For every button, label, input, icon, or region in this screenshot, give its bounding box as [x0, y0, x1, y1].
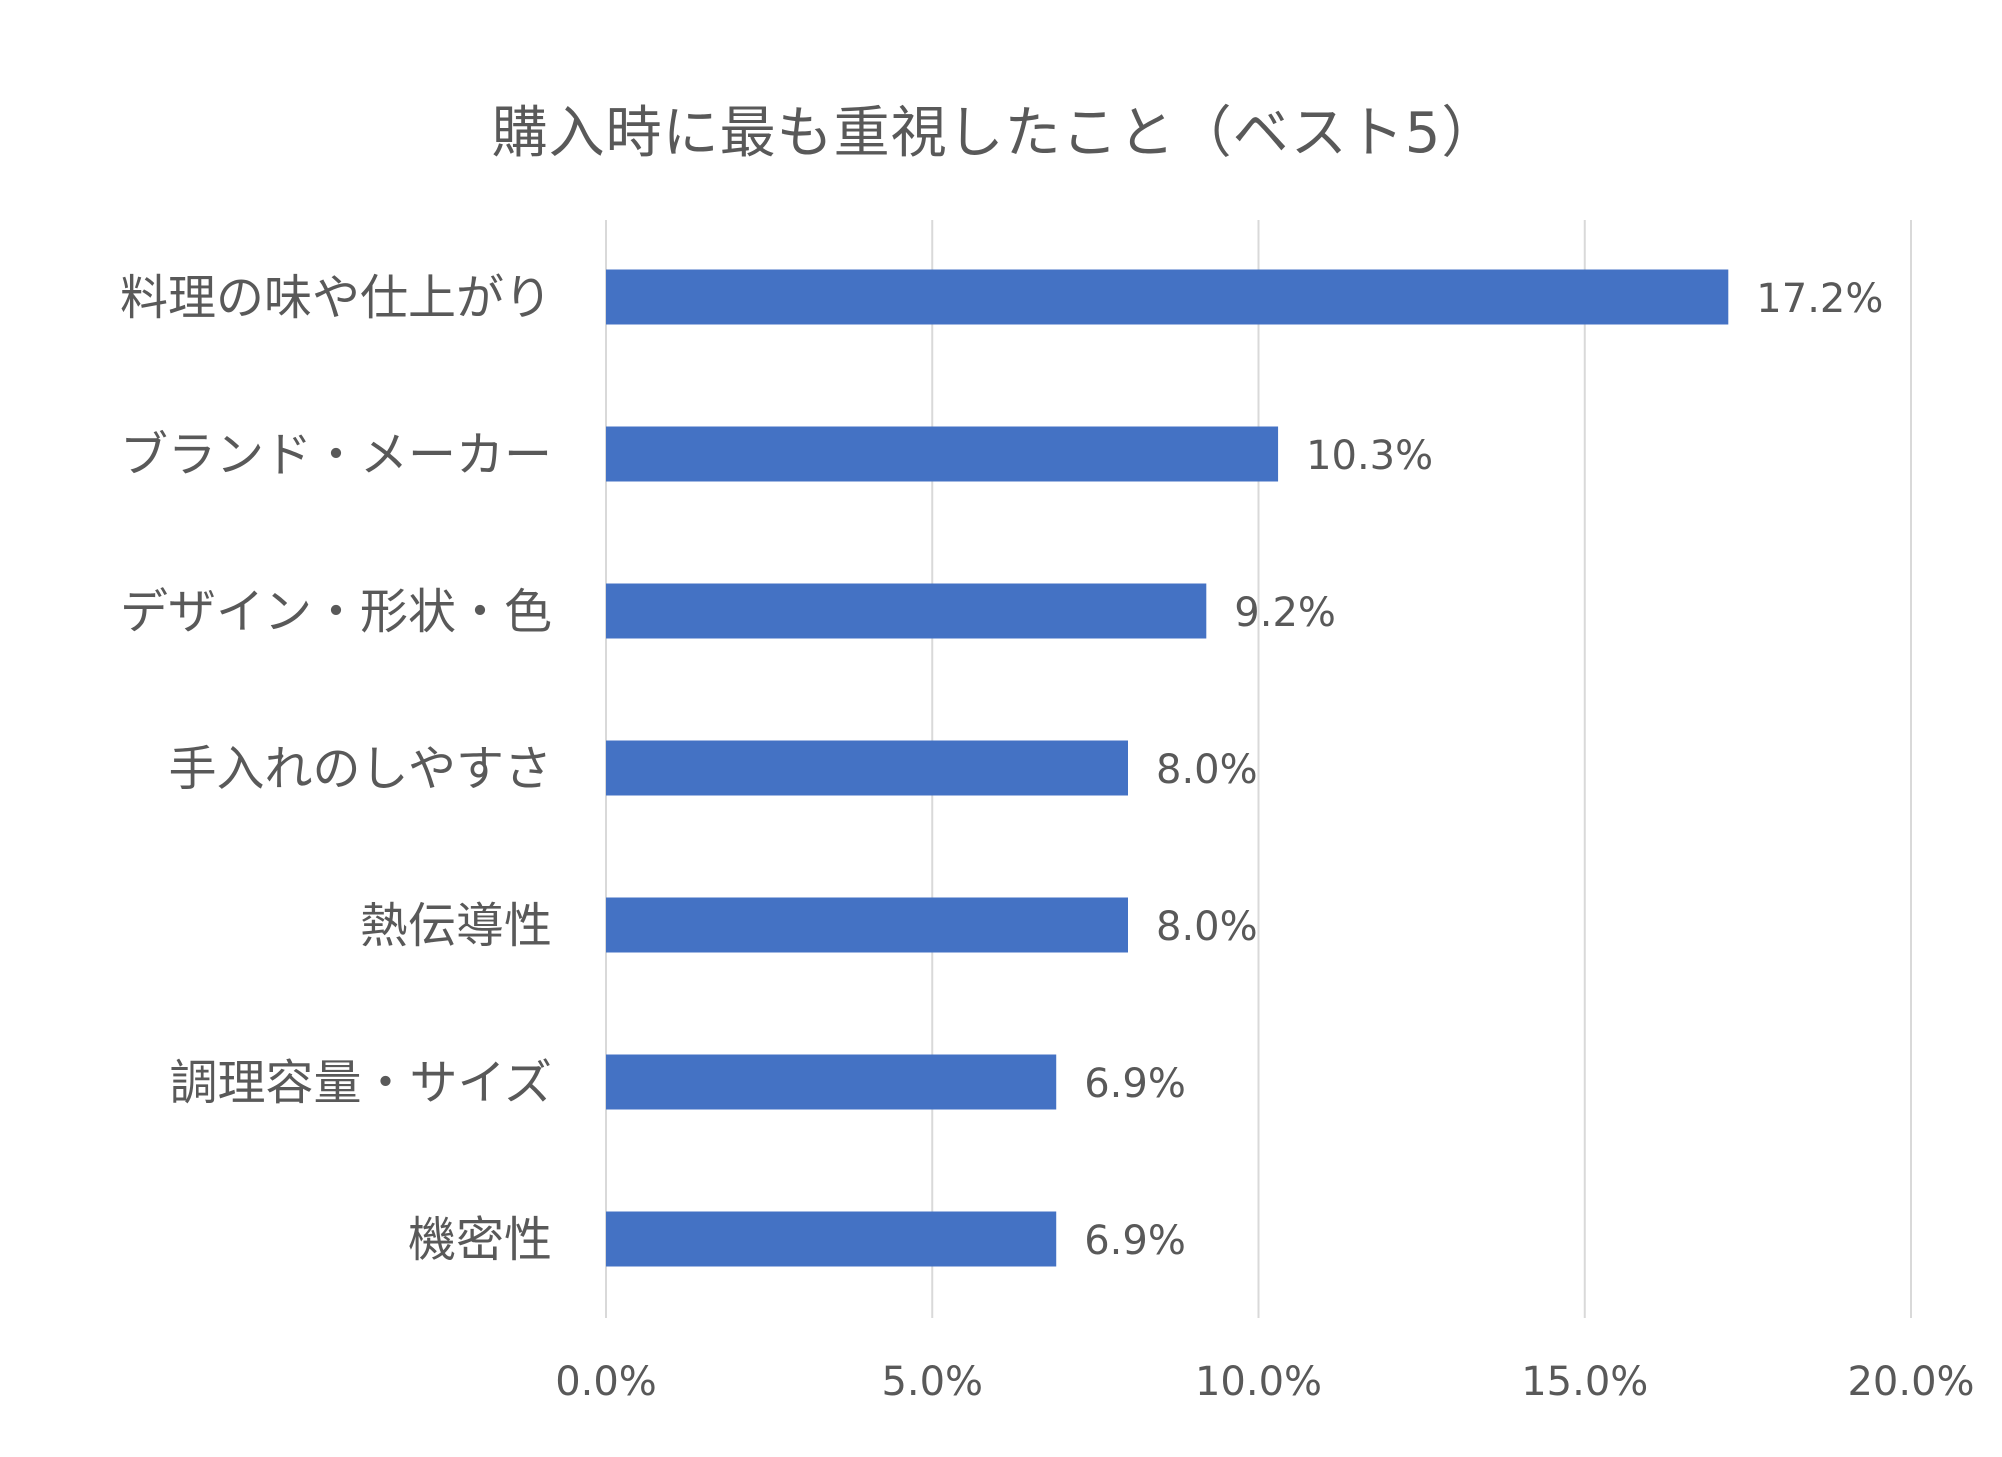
category-label: デザイン・形状・色 — [120, 584, 552, 640]
data-label: 6.9% — [1084, 1061, 1186, 1107]
bar — [606, 897, 1128, 953]
x-axis-tick-labels: 0.0% 5.0% 10.0% 15.0% 20.0% — [555, 1359, 1974, 1405]
category-label: 調理容量・サイズ — [169, 1055, 552, 1111]
data-label: 8.0% — [1156, 904, 1258, 950]
x-tick-label: 5.0% — [881, 1359, 983, 1405]
category-label: 料理の味や仕上がり — [120, 270, 552, 326]
category-label: ブランド・メーカー — [120, 427, 552, 483]
chart-title: 購入時に最も重視したこと（ベスト5） — [491, 101, 1499, 166]
bars — [606, 269, 1729, 1267]
bar — [606, 740, 1128, 796]
data-label: 6.9% — [1084, 1218, 1186, 1264]
data-label: 8.0% — [1156, 747, 1258, 793]
x-tick-label: 15.0% — [1521, 1359, 1648, 1405]
x-tick-label: 0.0% — [555, 1359, 657, 1405]
x-tick-label: 20.0% — [1847, 1359, 1974, 1405]
data-label: 17.2% — [1756, 276, 1883, 322]
bar — [606, 583, 1207, 639]
category-label: 機密性 — [408, 1212, 552, 1268]
data-label: 10.3% — [1306, 433, 1433, 479]
data-label: 9.2% — [1234, 590, 1336, 636]
bar — [606, 1054, 1057, 1110]
bar — [606, 426, 1279, 482]
bar — [606, 269, 1729, 325]
data-labels: 17.2% 10.3% 9.2% 8.0% 8.0% 6.9% 6.9% — [1084, 276, 1883, 1264]
category-label: 手入れのしやすさ — [168, 741, 552, 797]
bar — [606, 1211, 1057, 1267]
category-labels: 料理の味や仕上がりブランド・メーカーデザイン・形状・色手入れのしやすさ熱伝導性調… — [120, 270, 552, 1268]
x-tick-label: 10.0% — [1195, 1359, 1322, 1405]
category-label: 熱伝導性 — [360, 898, 552, 954]
